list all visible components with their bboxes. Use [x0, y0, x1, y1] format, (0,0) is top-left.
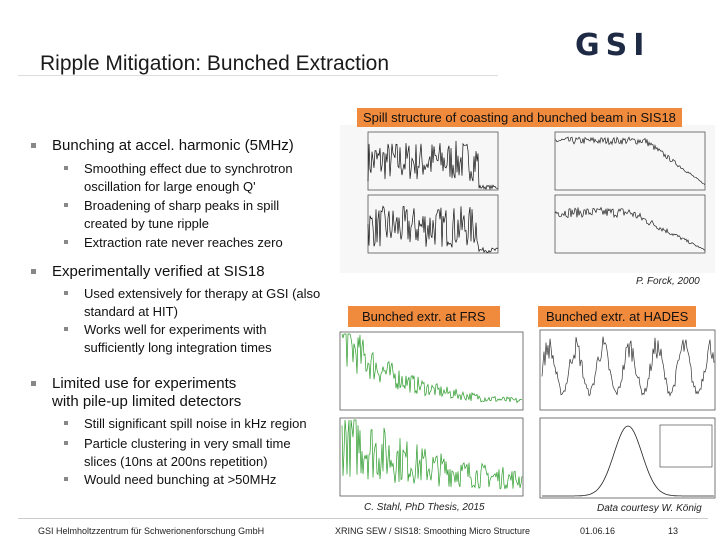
- sub-bullet-marker: [64, 166, 68, 170]
- plot-frame: [554, 194, 706, 254]
- sub-bullet: Works well for experiments with sufficie…: [84, 322, 272, 355]
- plot-trace: [367, 205, 499, 254]
- plot-frame: [539, 417, 716, 499]
- sub-bullet: Broadening of sharp peaks in spill creat…: [84, 198, 280, 231]
- figure-caption: Spill structure of coasting and bunched …: [357, 108, 682, 127]
- sub-bullet: Extraction rate never reaches zero: [84, 235, 283, 250]
- sub-bullet-marker: [64, 203, 68, 207]
- figure-caption: Bunched extr. at FRS: [348, 306, 500, 327]
- plot-frame: [554, 131, 706, 191]
- logo: GSI: [575, 28, 651, 63]
- figure-bg: [340, 125, 715, 273]
- figure-credit: C. Stahl, PhD Thesis, 2015: [364, 502, 485, 513]
- footer-rule: [18, 518, 708, 519]
- plot-trace: [541, 336, 715, 397]
- plot-frame: [539, 329, 716, 411]
- sub-bullet: Particle clustering in very small time s…: [84, 436, 291, 469]
- sub-bullet: Used extensively for therapy at GSI (als…: [84, 286, 321, 319]
- figure-caption: Bunched extr. at HADES: [538, 306, 697, 327]
- sub-bullet-marker: [64, 240, 68, 244]
- sub-bullet: Would need bunching at >50MHz: [84, 472, 277, 487]
- plot-trace: [554, 136, 706, 185]
- figure-credit: Data courtesy W. König: [597, 503, 702, 514]
- sub-bullet-marker: [64, 477, 68, 481]
- plot-trace: [554, 206, 706, 251]
- sub-bullet-marker: [64, 327, 68, 331]
- title-rule: [18, 75, 498, 76]
- sub-bullet: Smoothing effect due to synchrotron osci…: [84, 161, 293, 194]
- sub-bullet: Still significant spill noise in kHz reg…: [84, 416, 307, 431]
- figure-credit: P. Forck, 2000: [636, 276, 700, 287]
- plot-trace: [341, 419, 523, 490]
- footer-page: 13: [668, 526, 679, 536]
- bullet-marker: [31, 269, 36, 274]
- footer-institute: GSI Helmholtzzentrum für Schwerionenfors…: [38, 526, 265, 536]
- plot-frame: [339, 331, 524, 411]
- bullet: Limited use for experiments with pile-up…: [52, 375, 242, 410]
- plot-trace: [542, 425, 714, 497]
- plot-frame: [367, 131, 499, 191]
- footer-date: 01.06.16: [580, 526, 616, 536]
- bullet-marker: [31, 143, 36, 148]
- plot-frame: [339, 417, 524, 497]
- title: Ripple Mitigation: Bunched Extraction: [40, 52, 390, 75]
- stats-box: [659, 424, 713, 468]
- bullet-marker: [31, 381, 36, 386]
- bullet: Bunching at accel. harmonic (5MHz): [52, 137, 294, 154]
- sub-bullet-marker: [64, 421, 68, 425]
- plot-frame: [367, 194, 499, 254]
- sub-bullet-marker: [64, 291, 68, 295]
- plot-trace: [367, 140, 499, 191]
- plot-trace: [341, 333, 523, 404]
- footer-talk: XRING SEW / SIS18: Smoothing Micro Struc…: [335, 526, 531, 536]
- sub-bullet-marker: [64, 441, 68, 445]
- bullet: Experimentally verified at SIS18: [52, 263, 265, 280]
